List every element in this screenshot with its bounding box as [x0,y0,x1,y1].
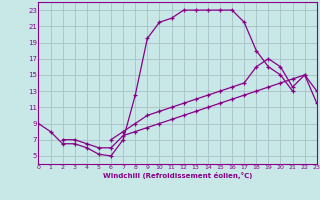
X-axis label: Windchill (Refroidissement éolien,°C): Windchill (Refroidissement éolien,°C) [103,172,252,179]
